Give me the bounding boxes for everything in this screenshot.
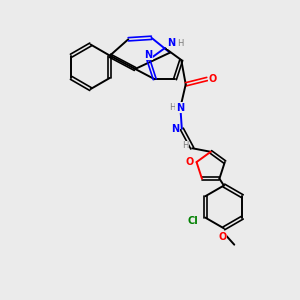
Text: N: N	[176, 103, 184, 112]
Text: H: H	[182, 141, 188, 150]
Text: N: N	[144, 50, 152, 60]
Text: N: N	[167, 38, 175, 48]
Text: Cl: Cl	[188, 216, 198, 226]
Text: O: O	[209, 74, 217, 84]
Text: O: O	[186, 157, 194, 167]
Text: O: O	[218, 232, 226, 242]
Text: H: H	[177, 38, 184, 47]
Text: N: N	[171, 124, 179, 134]
Text: H: H	[169, 103, 175, 112]
